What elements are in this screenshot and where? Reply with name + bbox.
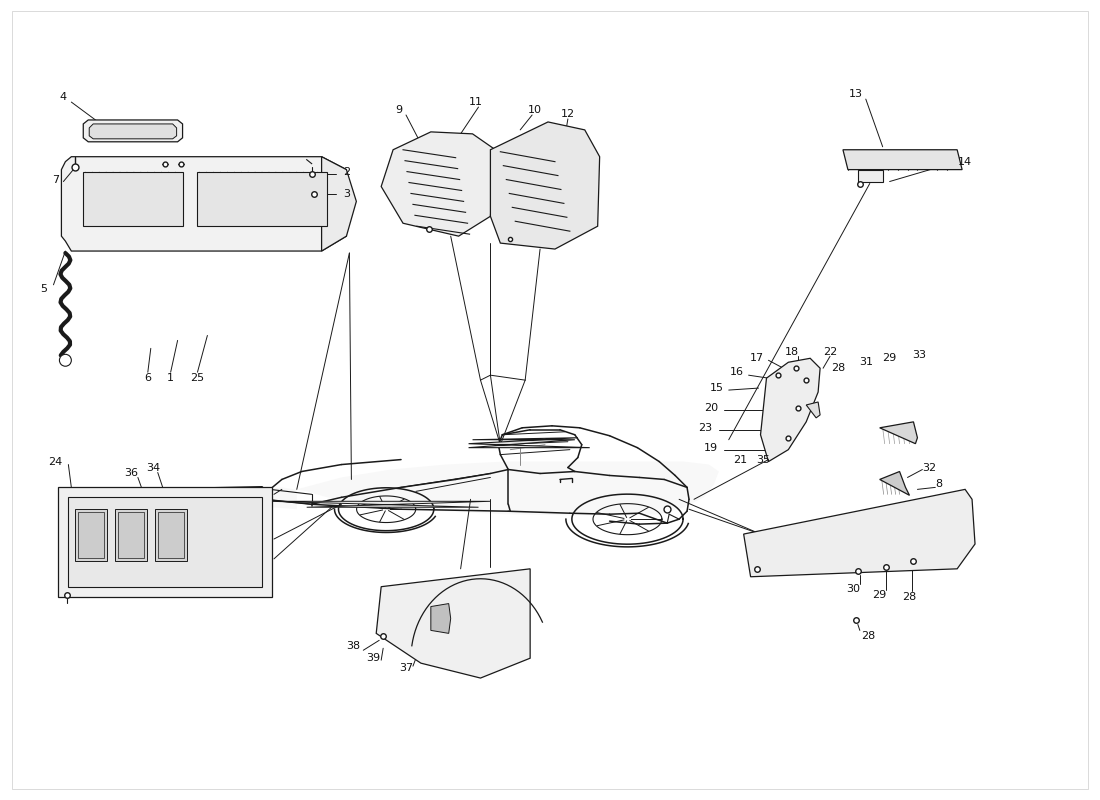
- Polygon shape: [431, 603, 451, 634]
- Polygon shape: [62, 157, 347, 251]
- Polygon shape: [806, 402, 821, 418]
- Bar: [58, 487, 272, 597]
- Polygon shape: [491, 122, 600, 249]
- Text: 39: 39: [366, 653, 381, 663]
- Polygon shape: [376, 569, 530, 678]
- Text: 6: 6: [144, 373, 152, 383]
- Text: 37: 37: [399, 663, 414, 673]
- Text: 28: 28: [860, 631, 875, 642]
- Text: 35: 35: [757, 454, 770, 465]
- Text: 11: 11: [469, 97, 483, 107]
- Text: 34: 34: [145, 462, 160, 473]
- Text: 36: 36: [124, 469, 138, 478]
- Text: 33: 33: [912, 350, 926, 360]
- Text: 18: 18: [785, 347, 800, 358]
- Bar: [78, 512, 104, 558]
- Polygon shape: [858, 170, 882, 182]
- Polygon shape: [843, 150, 962, 170]
- Text: 20: 20: [704, 403, 718, 413]
- Text: 38: 38: [346, 642, 361, 651]
- Bar: [198, 171, 327, 226]
- Polygon shape: [89, 124, 177, 139]
- Text: 28: 28: [830, 363, 845, 374]
- Text: 27: 27: [942, 516, 956, 526]
- Text: 9: 9: [396, 105, 403, 115]
- Circle shape: [59, 354, 72, 366]
- Text: 30: 30: [846, 584, 860, 594]
- Bar: [118, 512, 144, 558]
- Text: 26: 26: [935, 499, 949, 510]
- Text: 25: 25: [190, 373, 205, 383]
- Text: 21: 21: [734, 454, 748, 465]
- Text: 12: 12: [561, 109, 575, 119]
- Text: 31: 31: [859, 358, 872, 367]
- Bar: [116, 510, 146, 561]
- Bar: [84, 171, 183, 226]
- Polygon shape: [84, 120, 183, 142]
- Text: 13: 13: [849, 89, 862, 99]
- Text: 4: 4: [59, 92, 67, 102]
- Text: 29: 29: [872, 590, 887, 600]
- Polygon shape: [744, 490, 975, 577]
- Polygon shape: [262, 462, 718, 515]
- Bar: [155, 510, 187, 561]
- Text: 22: 22: [823, 347, 837, 358]
- Bar: [68, 498, 262, 586]
- Polygon shape: [880, 471, 910, 495]
- Text: 19: 19: [704, 442, 718, 453]
- Text: 24: 24: [48, 457, 63, 466]
- Text: 28: 28: [902, 592, 916, 602]
- Polygon shape: [469, 438, 590, 448]
- Polygon shape: [382, 132, 495, 236]
- Text: 7: 7: [52, 174, 59, 185]
- Text: 32: 32: [922, 462, 936, 473]
- Polygon shape: [270, 502, 491, 507]
- Text: 5: 5: [40, 284, 47, 294]
- Bar: [157, 512, 184, 558]
- Text: 16: 16: [729, 367, 744, 377]
- Text: 15: 15: [710, 383, 724, 393]
- Text: 29: 29: [882, 354, 896, 363]
- Text: 1: 1: [167, 373, 174, 383]
- Text: 23: 23: [697, 423, 712, 433]
- Bar: [75, 510, 107, 561]
- Polygon shape: [321, 157, 356, 251]
- Text: 17: 17: [749, 354, 763, 363]
- Polygon shape: [880, 422, 917, 444]
- Text: 3: 3: [343, 190, 350, 199]
- Text: 14: 14: [958, 157, 972, 166]
- Text: 10: 10: [528, 105, 542, 115]
- Polygon shape: [760, 358, 821, 462]
- Text: 2: 2: [343, 166, 350, 177]
- Text: 8: 8: [936, 479, 943, 490]
